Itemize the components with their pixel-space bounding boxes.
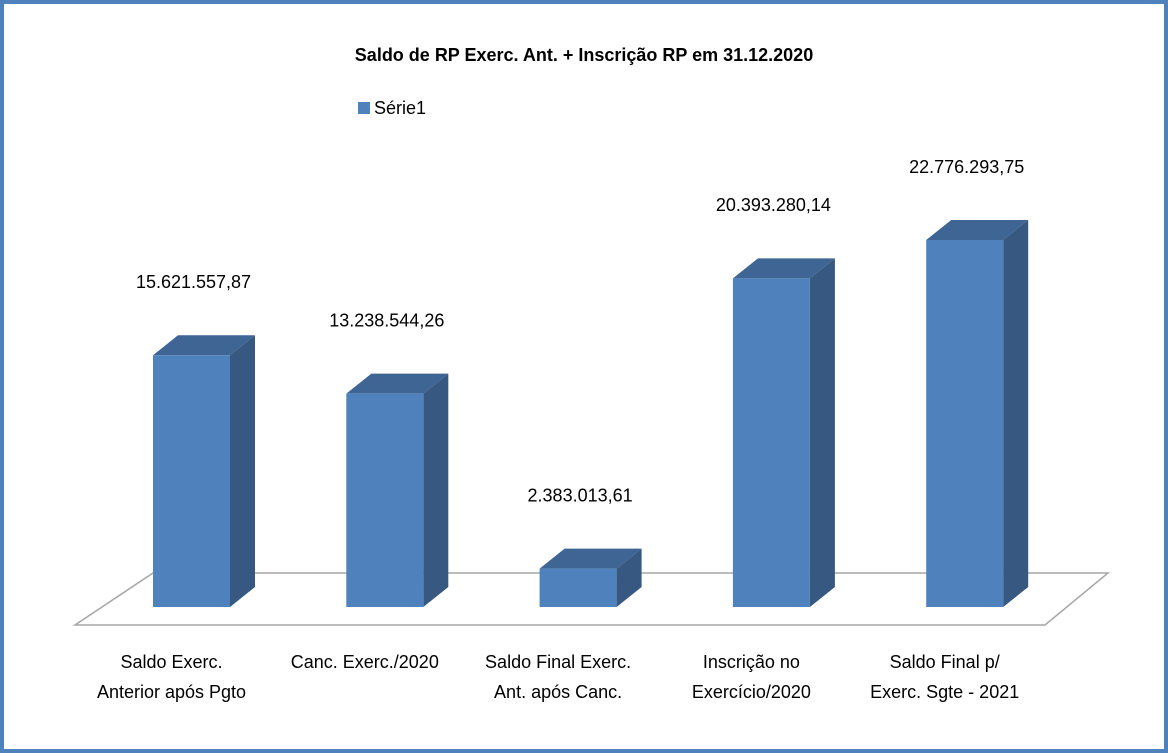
bar-side bbox=[423, 373, 449, 607]
x-tick-label: Saldo Final Exerc. Ant. após Canc. bbox=[485, 652, 632, 702]
bar bbox=[153, 355, 230, 607]
data-label: 22.776.293,75 bbox=[909, 157, 1024, 177]
bar-side bbox=[616, 548, 642, 607]
x-tick-label: Saldo Final p/ Exerc. Sgte - 2021 bbox=[870, 652, 1020, 702]
chart-title: Saldo de RP Exerc. Ant. + Inscrição RP e… bbox=[355, 45, 813, 65]
bar bbox=[926, 240, 1004, 607]
bar-side bbox=[809, 258, 835, 607]
bar bbox=[346, 393, 424, 607]
bar-top bbox=[346, 373, 449, 394]
x-tick-label: Saldo Exerc. Anterior após Pgto bbox=[96, 652, 247, 702]
x-tick-label: Canc. Exerc./2020 bbox=[290, 652, 439, 672]
legend-label: Série1 bbox=[374, 98, 426, 118]
x-tick-label: Inscrição no Exercício/2020 bbox=[691, 652, 811, 702]
bar bbox=[732, 278, 810, 607]
bar-top bbox=[732, 258, 835, 279]
data-label: 20.393.280,14 bbox=[716, 195, 831, 215]
bar-side bbox=[1003, 220, 1029, 607]
data-label: 2.383.013,61 bbox=[528, 485, 633, 505]
bar-top bbox=[539, 548, 642, 569]
bar bbox=[539, 568, 617, 607]
bar-top bbox=[926, 220, 1029, 240]
data-label: 15.621.557,87 bbox=[136, 272, 251, 292]
bar-side bbox=[230, 335, 255, 607]
data-label: 13.238.544,26 bbox=[329, 310, 444, 330]
legend-swatch bbox=[358, 102, 370, 114]
bar-top bbox=[153, 335, 255, 356]
